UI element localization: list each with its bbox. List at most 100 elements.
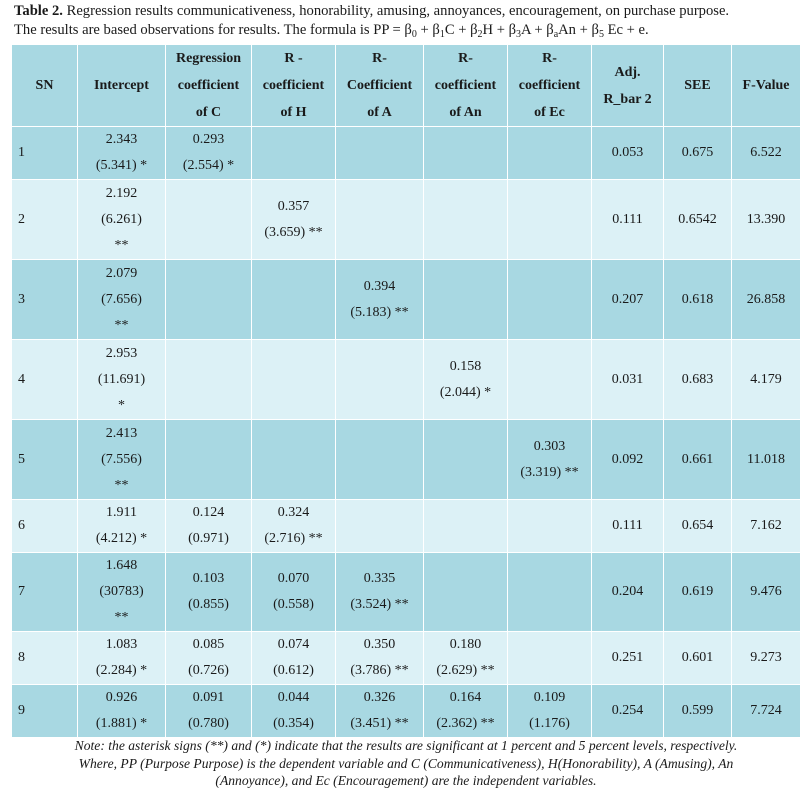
cell-text: ** [114, 317, 129, 333]
cell-coef-h [251, 126, 336, 180]
cell-text: 0.661 [681, 451, 714, 467]
cell-f-value: 9.273 [731, 631, 801, 685]
cell-text: 0.601 [681, 650, 714, 665]
header-text: R- [542, 51, 557, 66]
cell-text: 4.179 [750, 371, 782, 387]
cell-text: (1.176) [529, 716, 570, 731]
cell-text: * [118, 397, 125, 413]
cell-text: (0.612) [273, 663, 314, 678]
cell-adj-r2: 0.111 [591, 499, 664, 553]
cell-coef-ec [507, 631, 592, 685]
header-coef-a: R- Coefficient of A [335, 44, 424, 127]
cell-text: 4 [18, 371, 25, 387]
cell-adj-r2: 0.092 [591, 419, 664, 500]
cell-sn: 4 [11, 339, 78, 420]
cell-coef-a: 0.394 (5.183) ** [335, 259, 424, 340]
cell-text: 9.476 [750, 584, 782, 599]
header-intercept: Intercept [77, 44, 166, 127]
cell-adj-r2: 0.204 [591, 552, 664, 632]
cell-text: 2.343 [105, 132, 138, 147]
header-text: Adj. [614, 64, 641, 80]
cell-coef-c [165, 179, 252, 260]
cell-text: (2.716) ** [264, 531, 323, 546]
cell-text: 0.070 [277, 571, 310, 586]
cell-f-value: 9.476 [731, 552, 801, 632]
cell-sn: 6 [11, 499, 78, 553]
cell-coef-an [423, 179, 508, 260]
cell-text: 0.618 [681, 291, 714, 307]
cell-coef-an [423, 259, 508, 340]
table-row: 4 2.953 (11.691) * 0.158 (2.044) * 0.031 0.683 4… [11, 339, 801, 420]
cell-text: 5 [18, 451, 25, 467]
cell-text: (11.691) [97, 371, 146, 387]
note-line: Where, PP (Purpose Purpose) is the depen… [78, 755, 734, 771]
table-row: 6 1.911 (4.212) * 0.124 (0.971) 0.324 (2.716) … [11, 499, 801, 553]
header-text: of H [280, 105, 307, 120]
cell-sn: 1 [11, 126, 78, 180]
cell-text: 9.273 [750, 650, 782, 665]
table-row: 5 2.413 (7.556) ** 0.303 (3.319) ** 0.092 0.661… [11, 419, 801, 500]
header-text: of A [367, 105, 392, 120]
cell-coef-an: 0.164 (2.362) ** [423, 684, 508, 738]
cell-see: 0.6542 [663, 179, 732, 260]
cell-text: (3.319) ** [520, 464, 579, 480]
cell-intercept: 0.926 (1.881) * [77, 684, 166, 738]
cell-text: 13.390 [746, 211, 786, 227]
cell-coef-a: 0.335 (3.524) ** [335, 552, 424, 632]
cell-text: 11.018 [747, 451, 785, 467]
cell-coef-c: 0.124 (0.971) [165, 499, 252, 553]
cell-text: ** [114, 610, 129, 625]
cell-text: (7.556) [101, 451, 142, 467]
cell-text: (0.726) [188, 663, 229, 678]
header-text: of C [195, 105, 222, 120]
cell-see: 0.601 [663, 631, 732, 685]
cell-coef-c [165, 259, 252, 340]
cell-text: 0.326 [363, 690, 396, 705]
cell-text: 0.357 [277, 198, 310, 214]
cell-text: (4.212) * [95, 531, 148, 546]
cell-text: 0.044 [277, 690, 310, 705]
header-row: SN Intercept Regression coefficient of C R… [11, 44, 801, 127]
cell-text: 0.599 [681, 703, 714, 718]
cell-text: 0.124 [192, 505, 225, 520]
caption-formula: The results are based observations for r… [14, 22, 649, 40]
cell-text: 26.858 [746, 291, 786, 307]
cell-text: 0.350 [363, 637, 396, 652]
header-text: R- [458, 51, 473, 66]
header-text: coefficient [434, 78, 497, 93]
cell-text: ** [114, 477, 129, 493]
cell-coef-ec [507, 339, 592, 420]
cell-see: 0.661 [663, 419, 732, 500]
cell-text: 1.648 [105, 558, 138, 573]
cell-text: 1.083 [105, 637, 138, 652]
table-note: Note: the asterisk signs (**) and (*) in… [14, 737, 798, 790]
cell-f-value: 11.018 [731, 419, 801, 500]
cell-coef-ec: 0.303 (3.319) ** [507, 419, 592, 500]
cell-text: 1.911 [106, 505, 137, 520]
cell-text: 0.207 [611, 291, 644, 307]
cell-coef-an [423, 499, 508, 553]
cell-text: 0.254 [611, 703, 644, 718]
header-coef-c: Regression coefficient of C [165, 44, 252, 127]
cell-text: (0.971) [188, 531, 229, 546]
header-text: coefficient [518, 78, 581, 93]
header-text: R - [284, 51, 303, 66]
header-text: Regression [175, 51, 242, 66]
cell-see: 0.683 [663, 339, 732, 420]
cell-intercept: 2.343 (5.341) * [77, 126, 166, 180]
cell-text: 8 [18, 650, 25, 665]
cell-coef-a [335, 419, 424, 500]
header-text: R- [372, 51, 387, 66]
cell-text: 0.111 [612, 211, 643, 227]
cell-coef-a [335, 126, 424, 180]
cell-text: 0.111 [612, 518, 643, 533]
cell-text: 1 [18, 145, 25, 160]
header-coef-h: R - coefficient of H [251, 44, 336, 127]
cell-coef-h: 0.044 (0.354) [251, 684, 336, 738]
cell-text: 0.204 [611, 584, 644, 599]
cell-text: 0.6542 [678, 211, 717, 227]
header-text: R_bar 2 [603, 91, 652, 107]
cell-text: 0.085 [192, 637, 225, 652]
cell-text: 0.293 [192, 132, 225, 147]
cell-see: 0.675 [663, 126, 732, 180]
